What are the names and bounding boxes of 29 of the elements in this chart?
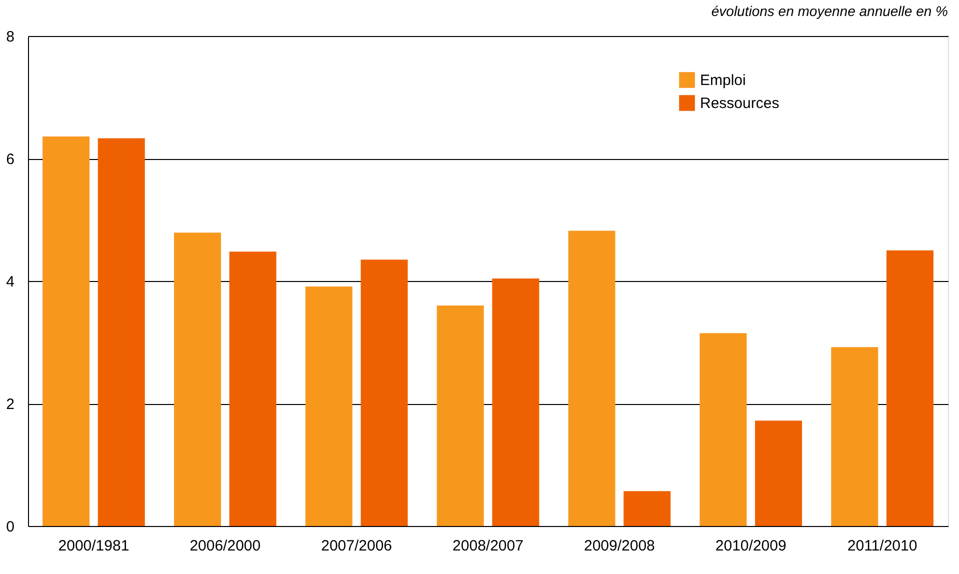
x-tick-label: 2000/1981 <box>58 538 130 554</box>
bar <box>886 250 934 526</box>
bar <box>831 347 878 526</box>
bar <box>568 230 616 526</box>
bar <box>174 232 221 526</box>
bar <box>492 278 540 526</box>
y-tick-label: 0 <box>6 518 14 536</box>
bar <box>42 136 90 526</box>
bar <box>98 138 145 526</box>
x-tick-label: 2011/2010 <box>847 538 918 554</box>
x-tick-label: 2007/2006 <box>321 538 392 554</box>
y-tick-label: 6 <box>6 151 14 168</box>
bar <box>360 260 408 526</box>
text: évolutions en moyenne annuelle en % <box>711 3 948 19</box>
bar <box>229 252 276 526</box>
y-tick-label: 8 <box>6 28 14 46</box>
bar <box>436 306 484 526</box>
legend-label: Ressources <box>700 95 780 112</box>
bar <box>624 491 671 526</box>
bar <box>700 333 747 526</box>
bar <box>305 286 352 526</box>
y-tick-label: 4 <box>6 274 14 290</box>
legend-label: Emploi <box>700 72 746 89</box>
x-tick-label: 2008/2007 <box>452 538 524 554</box>
y-tick-label: 2 <box>6 396 14 413</box>
x-tick-label: 2010/2009 <box>715 538 786 554</box>
x-tick-label: 2009/2008 <box>584 538 655 554</box>
bar <box>755 420 802 526</box>
x-tick-label: 2006/2000 <box>190 538 261 554</box>
